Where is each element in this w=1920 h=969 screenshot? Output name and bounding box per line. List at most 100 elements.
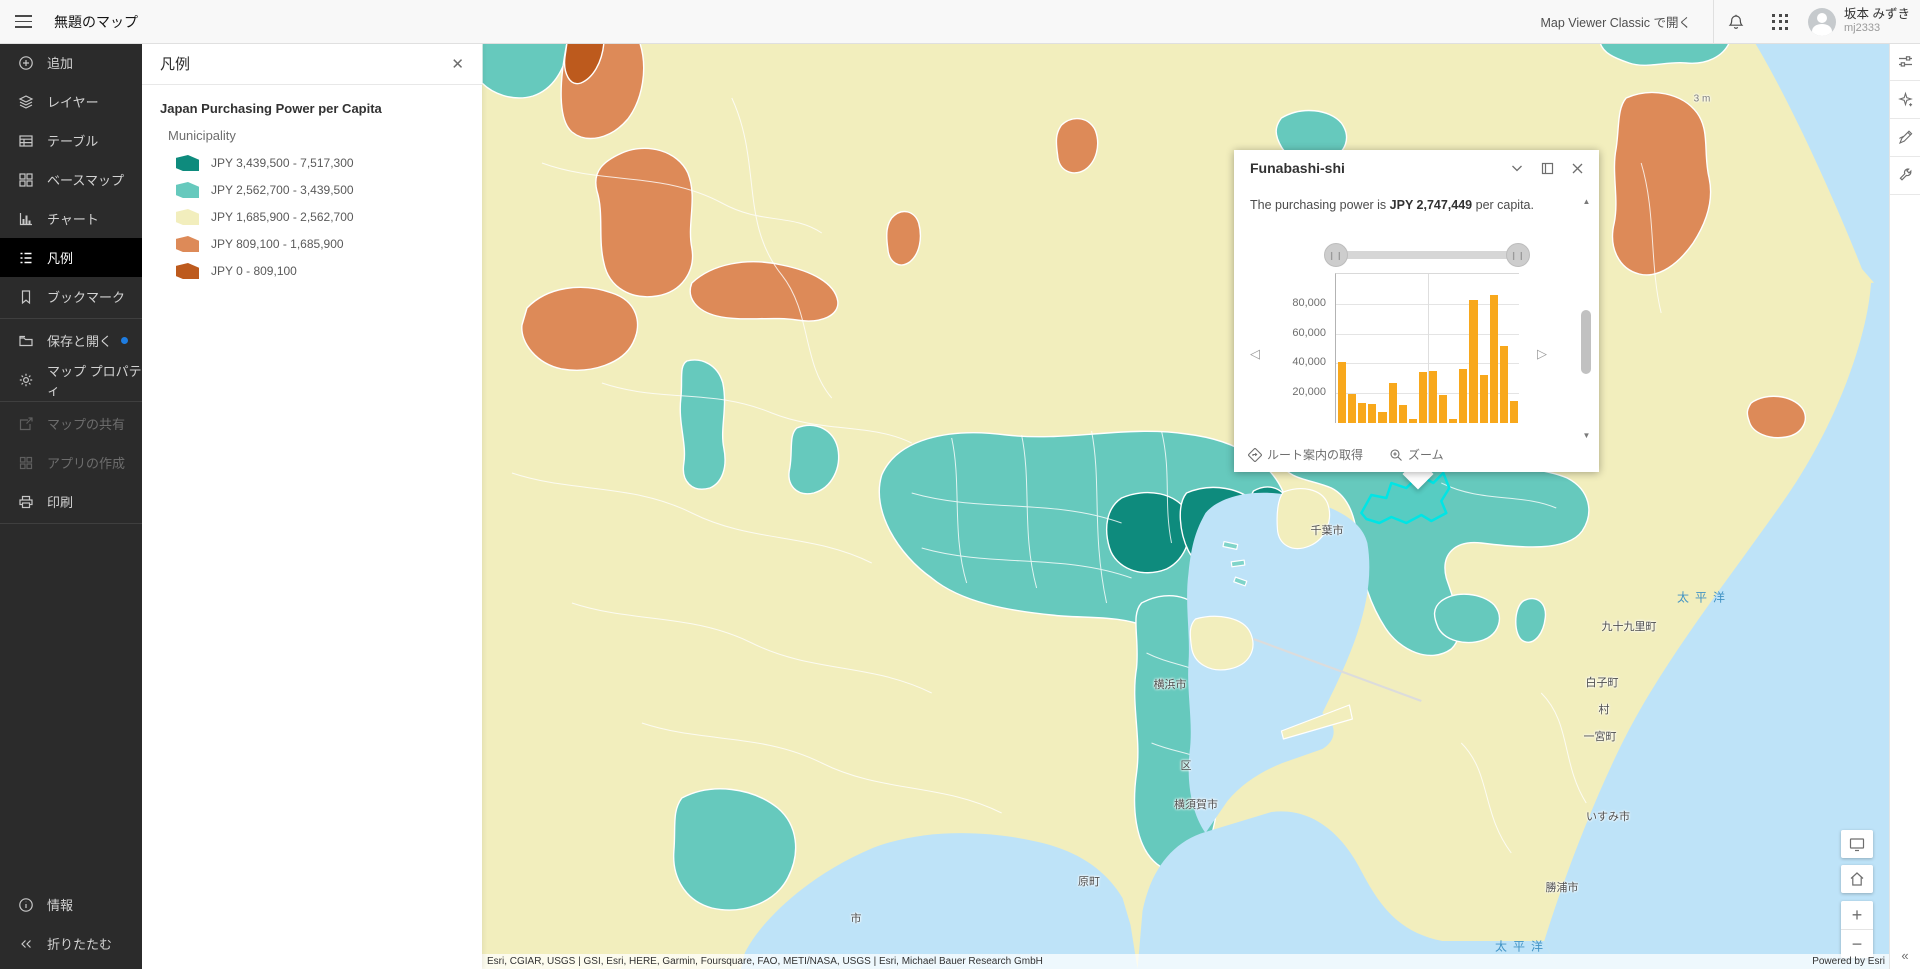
zoom-out-button[interactable]: − [1841,929,1873,958]
legend-class-label: JPY 1,685,900 - 2,562,700 [211,210,354,224]
get-directions-action[interactable]: ルート案内の取得 [1248,446,1363,463]
basemap-svg [482,43,1890,969]
chart-bar [1489,294,1498,423]
zoom-control-group: + − [1841,901,1873,958]
y-tick-label: 80,000 [1292,297,1326,309]
app-header: 無題のマップ Map Viewer Classic で開く 坂本 みずき mj2… [0,0,1920,44]
chart-bar [1358,402,1367,423]
collapse-right-icon[interactable]: « [1901,948,1909,963]
sidebar-item-label: 保存と開く [47,334,113,349]
chart-bar [1509,400,1518,423]
range-slider: ❙❙ ❙❙ [1324,242,1530,268]
popup-chart-bars [1338,274,1518,423]
unsaved-badge [121,337,129,344]
legend-class-label: JPY 2,562,700 - 3,439,500 [211,183,354,197]
legend-class-row: JPY 3,439,500 - 7,517,300 [176,155,464,171]
sidebar-item-label: ブックマーク [47,290,126,305]
home-icon[interactable] [1841,865,1873,893]
chart-bar [1398,405,1407,423]
range-slider-handle-max[interactable]: ❙❙ [1506,243,1530,267]
chart-bar [1418,372,1427,423]
sidebar-item-label: テーブル [47,134,99,149]
sidebar-item-info[interactable]: 情報 [0,885,142,924]
chart-bar [1479,375,1488,423]
chart-bar [1378,411,1387,423]
zoom-in-button[interactable]: + [1851,904,1863,925]
bookmark-icon [21,289,31,304]
user-block[interactable]: 坂本 みずき mj2333 [1844,7,1910,36]
close-icon[interactable] [1565,156,1589,180]
sidebar-item-create-app: アプリの作成 [0,443,142,482]
legend-class-row: JPY 2,562,700 - 3,439,500 [176,182,464,198]
effects-sparkle-icon[interactable] [1890,81,1920,119]
legend-layer-title: Japan Purchasing Power per Capita [160,101,382,116]
close-icon[interactable]: ✕ [451,55,464,73]
legend-swatch [176,263,199,279]
tools-wrench-icon[interactable] [1890,157,1920,195]
y-tick-label: 20,000 [1292,386,1326,398]
sidebar-item-add[interactable]: 追加 [0,43,142,82]
scroll-down-arrow[interactable]: ▼ [1582,431,1591,440]
sketch-pen-icon[interactable] [1890,119,1920,157]
sidebar-item-bookmarks[interactable]: ブックマーク [0,277,142,316]
notifications-bell-icon[interactable] [1714,0,1758,43]
sidebar-item-table[interactable]: テーブル [0,121,142,160]
scroll-up-arrow[interactable]: ▲ [1582,197,1591,206]
sidebar-item-layers[interactable]: レイヤー [0,82,142,121]
user-id: mj2333 [1844,22,1881,35]
sidebar-item-collapse[interactable]: 折りたたむ [0,924,142,963]
sidebar-item-save-open[interactable]: 保存と開く [0,321,142,360]
table-icon [19,134,33,147]
legend-field-name: Municipality [168,128,236,143]
legend-swatch [176,209,199,225]
media-next-arrow[interactable]: ▷ [1537,346,1547,361]
sidebar-item-charts[interactable]: チャート [0,199,142,238]
y-tick-label: 40,000 [1292,356,1326,368]
properties-sliders-icon[interactable] [1890,43,1920,81]
sidebar-item-label: チャート [47,212,99,227]
sidebar-item-basemap[interactable]: ベースマップ [0,160,142,199]
chart-bar [1388,382,1397,423]
legend-icon [20,252,32,263]
menu-icon[interactable] [0,0,46,43]
sidebar-item-label: 折りたたむ [47,937,113,952]
avatar[interactable] [1808,7,1837,36]
legend-panel: 凡例 ✕ Japan Purchasing Power per Capita M… [142,43,482,969]
sidebar-item-label: ベースマップ [47,173,124,188]
basemap-icon [19,172,33,187]
sidebar-item-label: 印刷 [47,495,74,510]
popup-scrollbar: ▲ ▼ [1579,196,1594,442]
legend-class-row: JPY 1,685,900 - 2,562,700 [176,209,464,225]
legend-class-label: JPY 3,439,500 - 7,517,300 [211,156,354,170]
selected-feature-highlight [1360,471,1451,525]
scrollbar-thumb[interactable] [1581,310,1591,374]
chart-bar [1449,419,1458,423]
range-slider-handle-min[interactable]: ❙❙ [1324,243,1348,267]
sidebar-item-label: レイヤー [47,95,99,110]
sidebar-item-map-properties[interactable]: マップ プロパティ [0,360,142,399]
map-control-group [1841,865,1873,893]
chart-bar [1428,370,1438,423]
chart-bar [1459,369,1468,423]
map-canvas[interactable]: 千葉市 横浜市区横須賀市 原町市九十九里町 白子町村一宮町 いすみ市 勝浦市 3 m 太平洋太… [482,43,1890,969]
chart-bar [1368,404,1377,423]
chart-icon [19,212,32,225]
legend-class-row: JPY 809,100 - 1,685,900 [176,236,464,252]
sidebar-item-label: マップの共有 [47,417,126,432]
chevron-down-icon[interactable] [1505,156,1529,180]
attribution-bar: Esri, CGIAR, USGS | GSI, Esri, HERE, Gar… [482,954,1890,969]
open-classic-link[interactable]: Map Viewer Classic で開く [1540,16,1692,30]
zoom-to-action[interactable]: ズーム [1389,446,1444,463]
media-prev-arrow[interactable]: ◁ [1250,346,1260,361]
sidebar-item-share-map: マップの共有 [0,404,142,443]
app-launcher-icon[interactable] [1758,0,1802,43]
sidebar-item-legend[interactable]: 凡例 [0,238,142,277]
sidebar-item-print[interactable]: 印刷 [0,482,142,521]
screen-icon[interactable] [1841,830,1873,858]
range-slider-track[interactable] [1335,251,1519,259]
dock-icon[interactable] [1535,156,1559,180]
settings-toolbar: « [1889,43,1920,969]
chart-bar [1469,300,1478,423]
user-name: 坂本 みずき [1844,6,1910,21]
